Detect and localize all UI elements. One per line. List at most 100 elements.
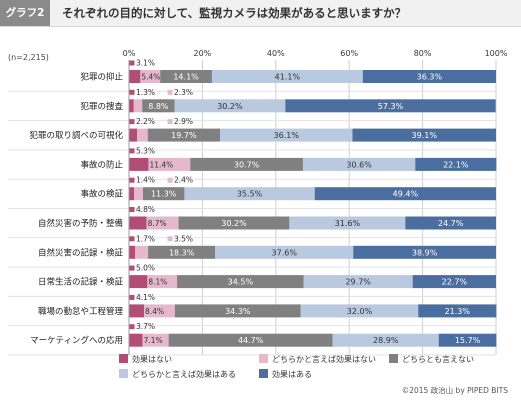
bar-segment [129,245,136,259]
data-label: 31.6% [335,219,361,228]
data-label: 36.3% [417,73,443,82]
data-label: 8.7% [148,219,167,228]
data-label: 11.4% [149,160,173,169]
bar-segment [135,245,149,259]
data-label-marker [129,119,135,125]
data-label: 36.1% [274,131,300,140]
legend-swatch [259,354,268,363]
bar-segment [303,275,413,289]
data-label-marker [129,148,135,154]
data-label: 8.8% [148,102,169,111]
bar-segment [300,304,419,318]
bar-segment [438,333,497,347]
data-label-marker [167,89,173,95]
legend: 効果はない どちらかと言えば効果はない どちらとも言えないどちらかと言えば効果はある… [119,354,519,382]
bar-segment [352,128,496,142]
data-label: 2.9% [174,117,193,126]
data-label: 57.3% [378,102,404,111]
data-label: 3.7% [136,322,155,331]
legend-item: どちらとも言えない [389,354,474,365]
bar-segment [148,245,216,259]
data-label-marker [129,207,135,212]
category-label: 職場の勤怠や工程管理 [38,306,124,317]
x-tick-label: 100% [485,49,508,58]
data-label: 30.2% [217,102,243,111]
legend-label: どちらとも言えない [402,355,474,364]
bar-segment [129,157,149,171]
data-label: 34.3% [225,307,251,316]
data-label: 8.1% [148,278,167,287]
data-label: 5.0% [136,264,155,273]
legend-label: 効果はある [272,370,312,379]
category-label: 犯罪の抑止 [80,72,123,83]
data-label: 30.6% [346,160,372,169]
category-label: 自然災害の記録・検証 [38,247,124,258]
data-label-marker [129,177,135,183]
bar-segment [142,333,169,347]
bar-segment [289,216,406,230]
bar-segment [174,99,286,113]
category-label: マーケティングへの応用 [30,335,123,346]
bar-segment [314,187,496,201]
data-label: 5.4% [141,73,160,82]
data-label: 4.8% [136,205,155,214]
bar-segment [405,216,496,230]
category-label: 犯罪の取り調べの可視化 [29,130,123,141]
header-bar [0,0,521,27]
figure-badge: グラフ2 [0,0,50,26]
bar-segment [215,245,354,259]
bar-segment [129,333,143,347]
bar-segment [144,304,175,318]
legend-label: どちらかと言えば効果はある [132,370,236,379]
data-label: 28.9% [373,336,399,345]
bar-segment [146,216,179,230]
x-tick-label: 20% [194,49,212,58]
data-label-marker [167,119,173,125]
data-label: 37.6% [272,248,298,257]
legend-label: どちらかと言えば効果はない [272,355,376,364]
bar-segment [184,187,315,201]
bar-segment [220,128,353,142]
data-label: 7.1% [144,336,163,345]
chart-title: それぞれの目的に対して、監視カメラは効果があると思いますか？ [62,6,407,20]
x-tick-label: 40% [267,49,285,58]
bar-segment [142,187,185,201]
data-label: 21.3% [445,307,471,316]
sample-size-note: (n=2,215) [8,53,49,62]
legend-swatch [389,354,398,363]
bar-segment [415,157,497,171]
legend-item: どちらかと言えば効果はある [119,369,236,380]
data-label: 38.9% [412,248,438,257]
category-label: 日常生活の記録・検証 [38,277,124,288]
bar-segment [174,304,301,318]
data-label: 3.1% [136,59,155,68]
bar-segment [129,216,147,230]
bar-segment [190,157,303,171]
data-label: 2.3% [174,88,193,97]
bar-segment [147,275,178,289]
data-label: 19.7% [171,131,197,140]
data-label-marker [167,177,173,183]
data-label: 41.1% [275,73,301,82]
data-label: 34.5% [228,278,254,287]
data-label: 3.5% [174,234,193,243]
legend-item: どちらかと言えば効果はない [259,354,376,365]
legend-item: 効果はある [259,369,312,380]
data-label: 4.1% [136,293,155,302]
data-label-marker [129,324,135,330]
data-label: 1.4% [136,176,155,185]
bar-segment [129,99,134,113]
data-label: 15.7% [455,336,481,345]
bar-segment [129,275,148,289]
bar-segment [168,333,333,347]
data-label-marker [129,60,135,66]
bar-segment [140,70,161,83]
bar-segment [418,304,497,318]
category-label: 犯罪の捜査 [80,101,123,112]
bar-segment [177,275,304,289]
data-label: 35.5% [237,190,263,199]
legend-label: 効果はない [132,355,172,364]
bar-segment [129,128,138,142]
